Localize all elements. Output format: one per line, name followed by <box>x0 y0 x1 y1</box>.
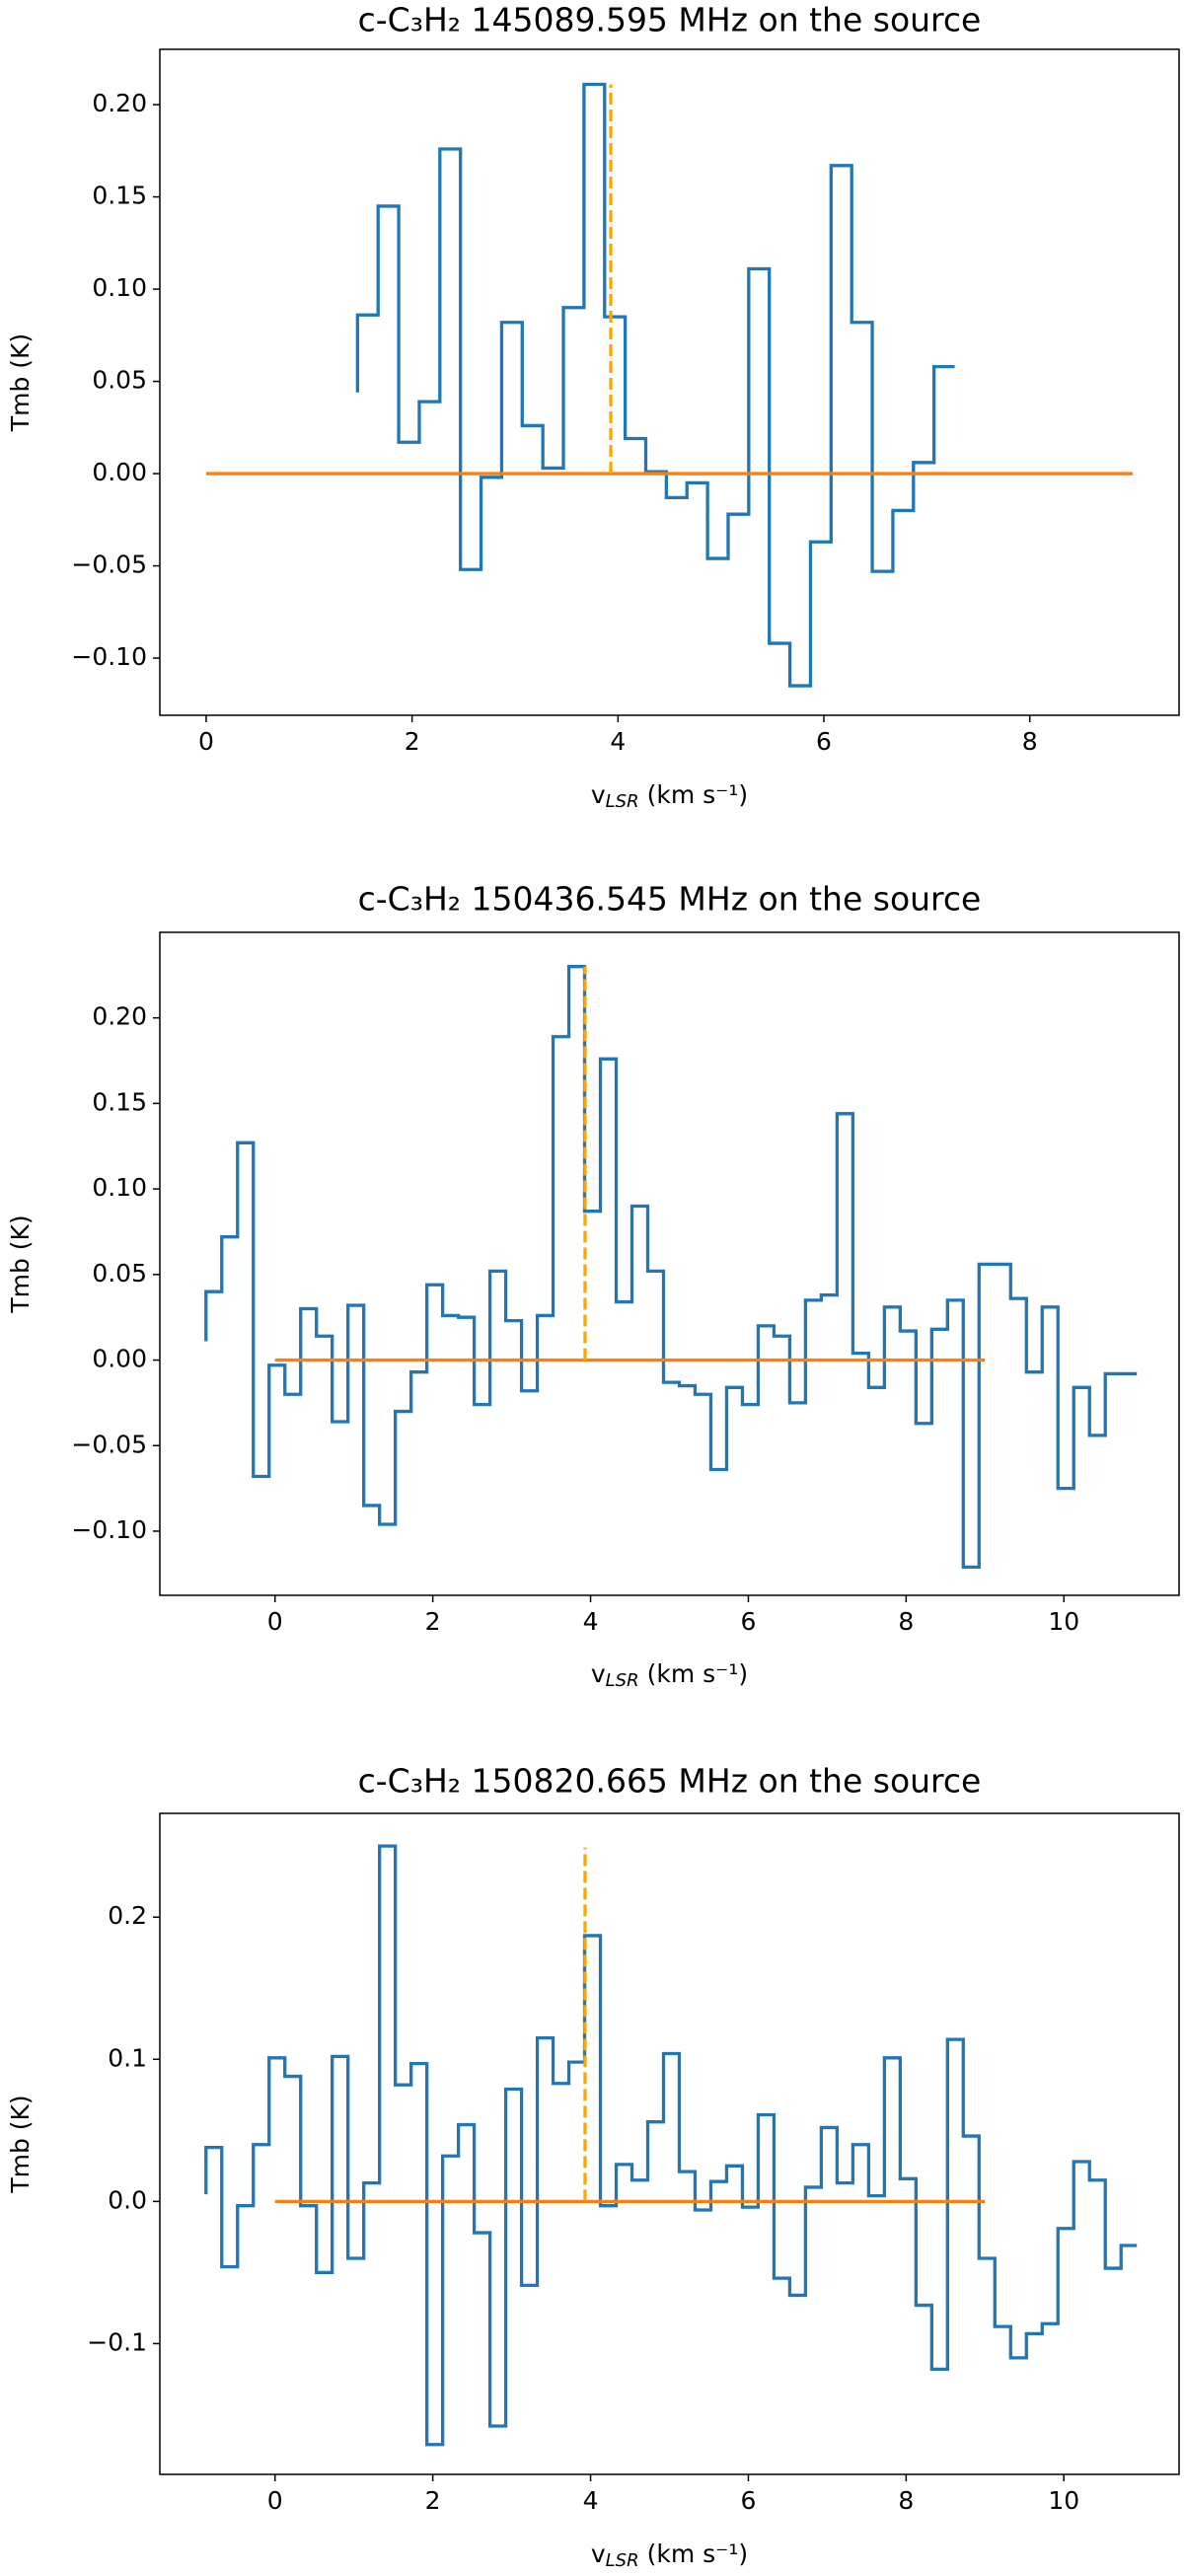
y-tick-label: 0.10 <box>92 273 147 302</box>
plot-frame <box>159 1812 1180 2475</box>
x-tick-label: 2 <box>425 2486 441 2515</box>
spectrum-line <box>204 1844 1138 2447</box>
plot-frame <box>159 48 1180 716</box>
x-tick-label: 8 <box>1022 727 1038 756</box>
y-tick-label: 0.20 <box>92 1002 147 1031</box>
x-tick-label: 2 <box>405 727 420 756</box>
x-label-unit: (km s⁻¹) <box>647 780 749 809</box>
y-tick-label: 0.15 <box>92 182 147 210</box>
x-tick-label: 4 <box>583 2486 599 2515</box>
y-tick-label: 0.10 <box>92 1173 147 1202</box>
x-label-symbol: v <box>591 780 606 809</box>
x-label-symbol: v <box>591 2539 606 2568</box>
x-axis-label: vLSR (km s⁻¹) <box>591 1659 748 1691</box>
x-tick-label: 10 <box>1048 1607 1079 1636</box>
spectrum-line <box>204 965 1138 1570</box>
chart-title: c-C₃H₂ 150436.545 MHz on the source <box>358 880 982 919</box>
x-tick-label: 6 <box>741 2486 757 2515</box>
y-tick-label: 0.20 <box>92 89 147 117</box>
y-tick-label: −0.1 <box>87 2327 147 2356</box>
x-tick-label: 2 <box>425 1607 441 1636</box>
y-axis-label: Tmb (K) <box>6 333 35 432</box>
x-tick-label: 8 <box>898 1607 914 1636</box>
plot-frame <box>159 931 1180 1596</box>
y-tick-label: 0.05 <box>92 366 147 395</box>
y-tick-label: −0.10 <box>71 1515 147 1544</box>
y-tick-label: 0.0 <box>108 2185 147 2214</box>
chart-title: c-C₃H₂ 145089.595 MHz on the source <box>358 1 982 39</box>
y-axis-label: Tmb (K) <box>6 2095 35 2193</box>
x-tick-label: 8 <box>898 2486 914 2515</box>
x-tick-label: 4 <box>583 1607 599 1636</box>
x-tick-label: 10 <box>1048 2486 1079 2515</box>
x-label-unit: (km s⁻¹) <box>647 1659 749 1688</box>
x-tick-label: 4 <box>610 727 626 756</box>
x-tick-label: 0 <box>198 727 214 756</box>
x-axis-label: vLSR (km s⁻¹) <box>591 2539 748 2571</box>
spectrum-line <box>355 82 955 688</box>
y-tick-label: 0.2 <box>108 1901 147 1930</box>
y-tick-label: −0.05 <box>71 551 147 579</box>
x-label-symbol: v <box>591 1659 606 1688</box>
y-tick-label: 0.1 <box>108 2043 147 2072</box>
y-tick-label: 0.00 <box>92 458 147 486</box>
x-label-unit: (km s⁻¹) <box>647 2539 749 2568</box>
x-tick-label: 0 <box>267 2486 283 2515</box>
x-tick-label: 0 <box>267 1607 283 1636</box>
x-label-subscript: LSR <box>606 2550 639 2571</box>
chart-title: c-C₃H₂ 150820.665 MHz on the source <box>358 1762 982 1801</box>
y-tick-label: 0.05 <box>92 1259 147 1288</box>
y-tick-label: −0.10 <box>71 642 147 671</box>
y-axis-label: Tmb (K) <box>6 1214 35 1313</box>
x-tick-label: 6 <box>741 1607 757 1636</box>
x-label-subscript: LSR <box>606 791 639 812</box>
x-label-subscript: LSR <box>606 1670 639 1691</box>
x-axis-label: vLSR (km s⁻¹) <box>591 780 748 812</box>
x-tick-label: 6 <box>816 727 832 756</box>
y-tick-label: −0.05 <box>71 1430 147 1458</box>
y-tick-label: 0.15 <box>92 1087 147 1116</box>
y-tick-label: 0.00 <box>92 1345 147 1373</box>
